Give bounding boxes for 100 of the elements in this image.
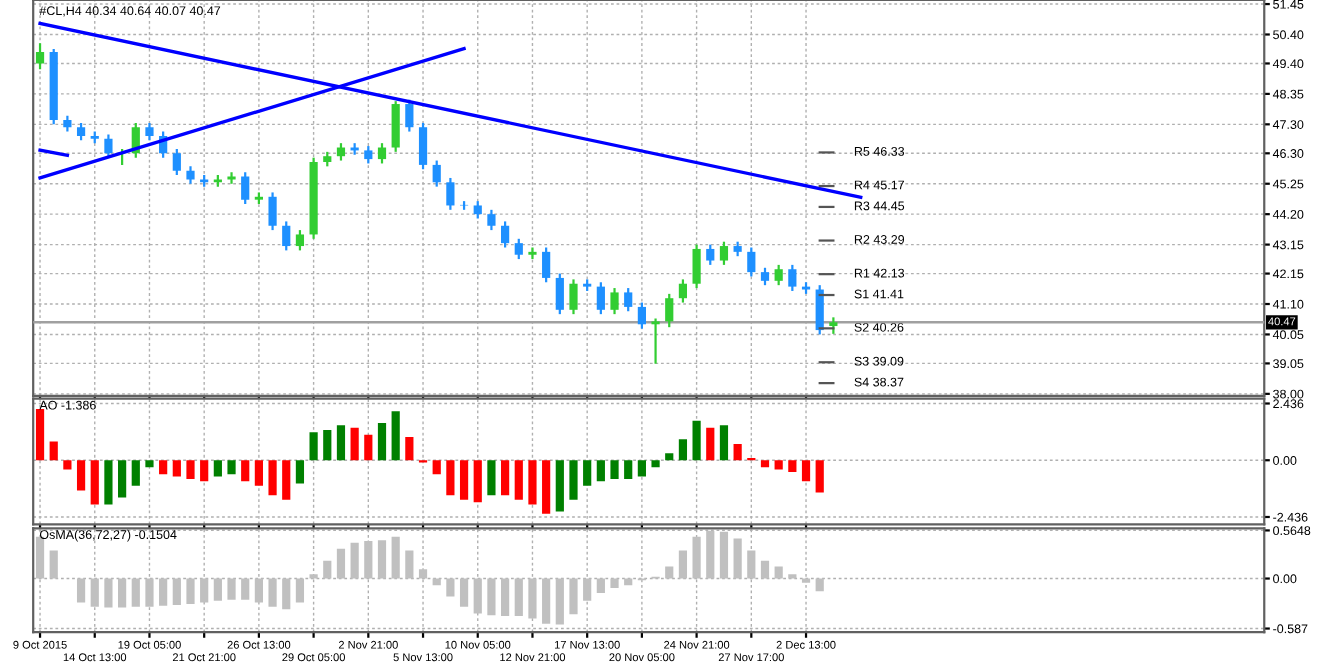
candlestick (624, 286, 633, 313)
candlestick (747, 246, 756, 278)
bar (405, 436, 414, 461)
bar (282, 460, 291, 500)
candlestick (596, 281, 605, 316)
bar (145, 460, 154, 468)
bar (459, 578, 469, 607)
bar (624, 460, 633, 479)
bar (815, 460, 824, 493)
bar (596, 460, 605, 482)
bar (104, 578, 113, 608)
bar (651, 460, 660, 468)
bar (569, 578, 578, 615)
bar (364, 434, 373, 461)
bar (364, 541, 373, 579)
candlestick (405, 98, 414, 133)
bar (747, 550, 756, 579)
bar (227, 578, 236, 600)
bar (473, 460, 482, 503)
bar (665, 566, 674, 579)
bar (35, 409, 45, 461)
bar (555, 578, 564, 625)
candlestick (487, 208, 496, 232)
bar (323, 429, 332, 461)
bar (610, 578, 619, 588)
candlestick (610, 286, 619, 316)
bar (200, 460, 209, 482)
candlestick (774, 263, 783, 287)
bar (104, 460, 113, 505)
bar (596, 578, 605, 594)
bar (118, 578, 127, 608)
bar (131, 578, 140, 607)
bar (801, 460, 811, 482)
bar (391, 411, 400, 461)
bar (815, 578, 824, 592)
candlestick (569, 278, 578, 316)
bar (678, 439, 688, 461)
bar (172, 578, 181, 605)
bar (118, 460, 127, 498)
bar (719, 425, 729, 461)
bar (186, 578, 195, 605)
candlestick (268, 191, 277, 232)
bar (733, 443, 742, 461)
candlestick (446, 176, 455, 211)
candlestick (35, 42, 45, 71)
bar (90, 578, 99, 607)
bar (377, 422, 387, 461)
bar (733, 538, 742, 579)
bar (241, 578, 250, 600)
bar (487, 460, 496, 496)
bar (76, 578, 86, 603)
bar (555, 460, 564, 512)
bar (610, 460, 619, 479)
bar (788, 460, 797, 472)
bar (583, 578, 592, 601)
bar (487, 578, 496, 616)
bar (774, 460, 783, 470)
candlestick (377, 142, 387, 165)
bar (569, 460, 578, 500)
bar (774, 566, 783, 579)
candlestick (432, 159, 441, 188)
bar (49, 550, 58, 579)
bar (186, 460, 195, 479)
candlestick (651, 317, 660, 365)
bar (350, 427, 359, 461)
bar (241, 460, 250, 482)
bar (583, 460, 592, 486)
bar (282, 578, 291, 610)
bar (323, 560, 332, 579)
candlestick (227, 171, 236, 185)
bar (213, 578, 222, 601)
bar (90, 460, 99, 505)
bar (254, 578, 263, 603)
bar (432, 460, 441, 475)
bar (391, 536, 400, 579)
candlestick (815, 284, 824, 336)
candlestick (542, 246, 551, 284)
bar (63, 460, 72, 470)
candlestick (172, 147, 181, 177)
bar (514, 460, 523, 500)
candlestick (282, 220, 291, 252)
bar (254, 460, 263, 486)
candlestick (719, 240, 729, 266)
bar (446, 578, 455, 597)
candlestick (501, 220, 510, 249)
candlestick (692, 243, 701, 290)
bar (145, 578, 154, 607)
bar (528, 460, 537, 505)
bar (350, 542, 359, 579)
bar (295, 578, 305, 603)
bar (159, 460, 168, 475)
candlestick (391, 100, 400, 153)
bar (501, 578, 510, 617)
bar (76, 460, 86, 491)
bar (501, 460, 510, 496)
bar (665, 453, 674, 461)
bar (446, 460, 455, 496)
bar (295, 460, 305, 484)
candlestick (514, 237, 523, 261)
bar (706, 427, 715, 461)
